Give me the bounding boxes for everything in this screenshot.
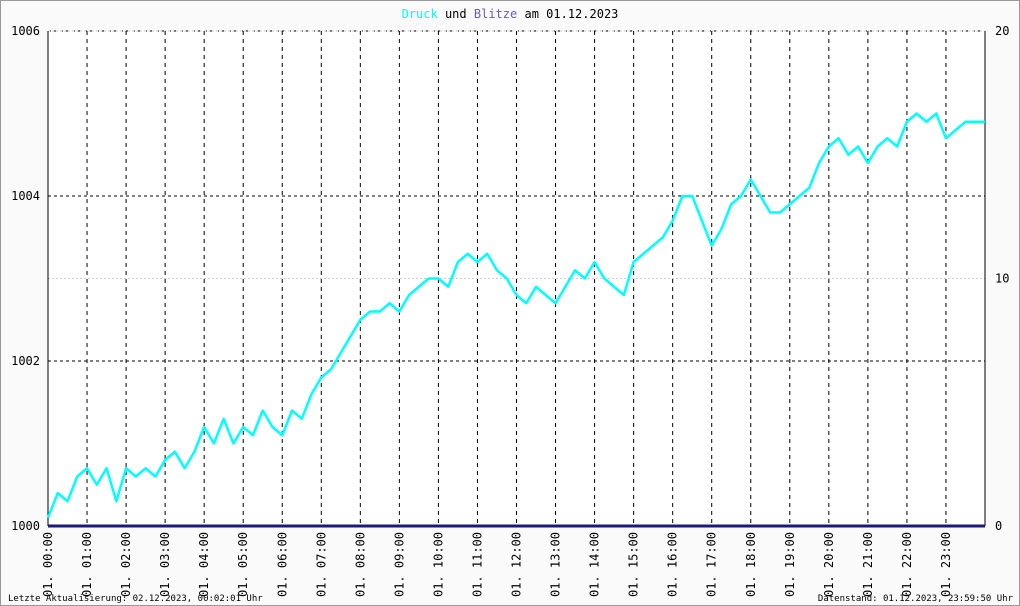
x-tick-label: 01. 04:00 bbox=[197, 532, 211, 597]
x-tick-label: 01. 22:00 bbox=[900, 532, 914, 597]
x-tick-label: 01. 14:00 bbox=[588, 532, 602, 597]
chart-title: Druck und Blitze am 01.12.2023 bbox=[402, 7, 619, 21]
footer-right: Datenstand: 01.12.2023, 23:59:50 Uhr bbox=[818, 594, 1014, 604]
x-tick-label: 01. 08:00 bbox=[353, 532, 367, 597]
x-tick-label: 01. 10:00 bbox=[431, 532, 445, 597]
x-tick-label: 01. 15:00 bbox=[627, 532, 641, 597]
x-tick-label: 01. 07:00 bbox=[314, 532, 328, 597]
x-tick-label: 01. 13:00 bbox=[549, 532, 563, 597]
x-tick-label: 01. 17:00 bbox=[705, 532, 719, 597]
title-suffix: am 01.12.2023 bbox=[524, 7, 618, 21]
x-tick-label: 01. 11:00 bbox=[470, 532, 484, 597]
y2-tick-label: 20 bbox=[995, 24, 1009, 38]
x-tick-label: 01. 02:00 bbox=[119, 532, 133, 597]
x-tick-label: 01. 00:00 bbox=[41, 532, 55, 597]
y2-tick-label: 0 bbox=[995, 519, 1002, 533]
x-tick-label: 01. 18:00 bbox=[744, 532, 758, 597]
y-tick-label: 1000 bbox=[11, 519, 40, 533]
x-tick-label: 01. 19:00 bbox=[783, 532, 797, 597]
x-tick-label: 01. 03:00 bbox=[158, 532, 172, 597]
y2-tick-label: 10 bbox=[995, 272, 1009, 286]
footer-left: Letzte Aktualisierung: 02.12.2023, 00:02… bbox=[8, 594, 263, 604]
x-tick-label: 01. 09:00 bbox=[392, 532, 406, 597]
title-series: Druck bbox=[402, 7, 439, 21]
x-tick-label: 01. 12:00 bbox=[510, 532, 524, 597]
y-tick-label: 1004 bbox=[11, 189, 40, 203]
y-tick-label: 1002 bbox=[11, 354, 40, 368]
title-connector: und bbox=[445, 7, 467, 21]
x-tick-label: 01. 21:00 bbox=[861, 532, 875, 597]
x-tick-label: 01. 20:00 bbox=[822, 532, 836, 597]
x-tick-label: 01. 16:00 bbox=[666, 532, 680, 597]
x-tick-label: 01. 06:00 bbox=[275, 532, 289, 597]
x-tick-label: 01. 01:00 bbox=[80, 532, 94, 597]
series-line bbox=[46, 112, 985, 519]
title-series: Blitze bbox=[474, 7, 517, 21]
x-tick-label: 01. 05:00 bbox=[236, 532, 250, 597]
x-tick-label: 01. 23:00 bbox=[939, 532, 953, 597]
y-tick-label: 1006 bbox=[11, 24, 40, 38]
